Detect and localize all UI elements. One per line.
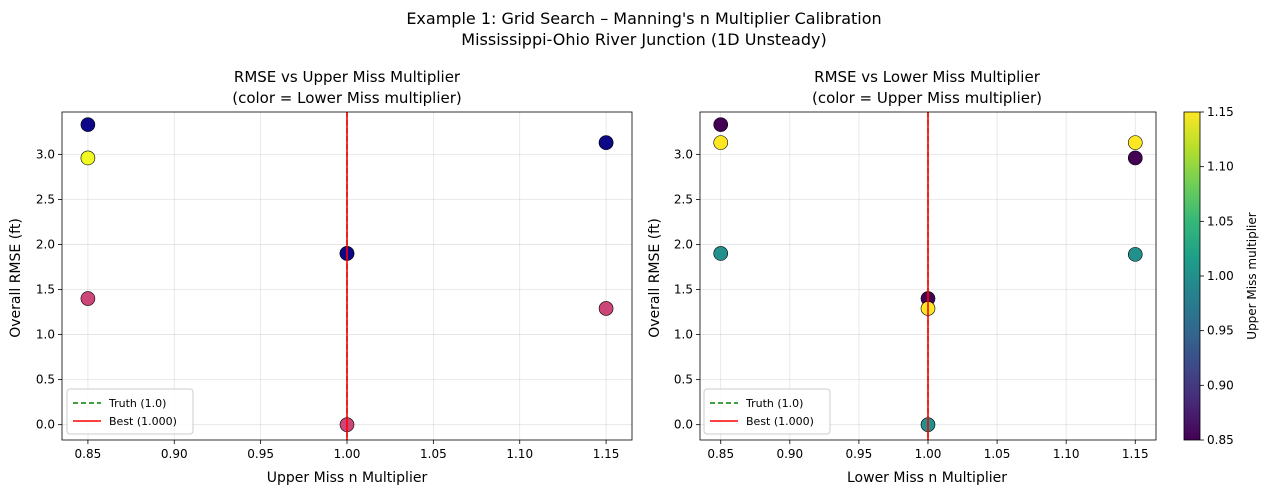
right-chart-title-line2: (color = Upper Miss multiplier) [812,89,1042,107]
right-xtick-label-4: 1.05 [984,447,1011,461]
left-ytick-label-1: 0.5 [36,373,55,387]
colorbar-label: Upper Miss multiplier [1245,212,1259,339]
right-ytick-label-2: 1.0 [674,328,693,342]
right-xtick-label-5: 1.10 [1053,447,1080,461]
right-point-6 [1127,135,1143,150]
figure-suptitle-line2: Mississippi-Ohio River Junction (1D Unst… [461,30,826,49]
left-ytick-label-2: 1.0 [36,328,55,342]
left-xtick-label-5: 1.10 [506,447,533,461]
right-chart-title-line1: RMSE vs Lower Miss Multiplier [814,68,1041,86]
right-ytick-label-6: 3.0 [674,147,693,161]
left-xtick-label-3: 1.00 [334,447,361,461]
left-ytick-label-6: 3.0 [36,147,55,161]
right-ytick-label-3: 1.5 [674,283,693,297]
figure-suptitle-line1: Example 1: Grid Search – Manning's n Mul… [406,9,881,28]
colorbar-tick-label-3: 1.00 [1207,269,1234,283]
right-chart-points [713,117,1143,432]
right-chart-ylabel: Overall RMSE (ft) [647,218,663,338]
left-ytick-label-4: 2.0 [36,237,55,251]
left-chart-xlabel: Upper Miss n Multiplier [267,470,428,486]
left-chart-title-line2: (color = Lower Miss multiplier) [232,89,462,107]
right-ytick-label-4: 2.0 [674,237,693,251]
right-xtick-label-0: 0.85 [707,447,734,461]
right-chart-frame [699,111,1157,441]
left-ytick-label-5: 2.5 [36,192,55,206]
right-xtick-label-6: 1.15 [1122,447,1149,461]
right-point-0 [713,117,729,132]
left-chart-frame [61,111,633,441]
left-legend-truth-label: Truth (1.0) [108,397,166,410]
right-chart-legend: Truth (1.0) Best (1.000) [703,388,831,435]
left-point-7 [598,135,614,150]
colorbar-ticks: 0.85 0.90 0.95 1.00 1.05 1.10 1.15 [1200,105,1234,447]
left-point-0 [80,117,96,132]
right-point-2 [713,246,729,261]
colorbar-tick-label-6: 1.15 [1207,105,1234,119]
left-chart-legend: Truth (1.0) Best (1.000) [66,388,194,435]
colorbar-tick-label-1: 0.90 [1207,378,1234,392]
left-point-8 [598,301,614,316]
left-point-1 [80,150,96,166]
right-point-1 [713,135,729,150]
left-xtick-label-1: 0.90 [161,447,188,461]
right-legend-best-label: Best (1.000) [746,415,814,428]
colorbar-tick-label-0: 0.85 [1207,433,1234,447]
left-xtick-label-0: 0.85 [75,447,102,461]
left-chart-ticks: 0.85 0.90 0.95 1.00 1.05 1.10 1.15 0.0 0.5 1.0 1.5… [36,147,620,461]
left-legend-best-label: Best (1.000) [109,415,177,428]
left-chart: RMSE vs Upper Miss Multiplier (color = L… [8,68,633,486]
colorbar-tick-label-5: 1.10 [1207,160,1234,174]
right-point-7 [1127,150,1143,166]
right-point-8 [1127,247,1143,262]
left-point-2 [80,291,96,306]
left-xtick-label-2: 0.95 [247,447,274,461]
colorbar-tick-label-2: 0.95 [1207,324,1234,338]
colorbar-tick-label-4: 1.05 [1207,214,1234,228]
colorbar: 0.85 0.90 0.95 1.00 1.05 1.10 1.15 Upper Miss … [1183,105,1259,447]
left-chart-title-line1: RMSE vs Upper Miss Multiplier [234,68,461,86]
right-xtick-label-3: 1.00 [915,447,942,461]
left-xtick-label-6: 1.15 [593,447,620,461]
right-xtick-label-1: 0.90 [776,447,803,461]
right-ytick-label-5: 2.5 [674,192,693,206]
colorbar-gradient [1183,111,1201,441]
right-ytick-label-1: 0.5 [674,373,693,387]
right-ytick-label-0: 0.0 [674,418,693,432]
left-chart-ylabel: Overall RMSE (ft) [8,218,24,338]
left-ytick-label-0: 0.0 [36,418,55,432]
right-chart-xlabel: Lower Miss n Multiplier [847,470,1007,486]
right-xtick-label-2: 0.95 [846,447,873,461]
right-chart: RMSE vs Lower Miss Multiplier (color = U… [647,68,1157,486]
right-legend-truth-label: Truth (1.0) [745,397,803,410]
left-ytick-label-3: 1.5 [36,283,55,297]
left-xtick-label-4: 1.05 [420,447,447,461]
right-chart-ticks: 0.85 0.90 0.95 1.00 1.05 1.10 1.15 0.0 0.5 1.0 1.5… [674,147,1149,461]
